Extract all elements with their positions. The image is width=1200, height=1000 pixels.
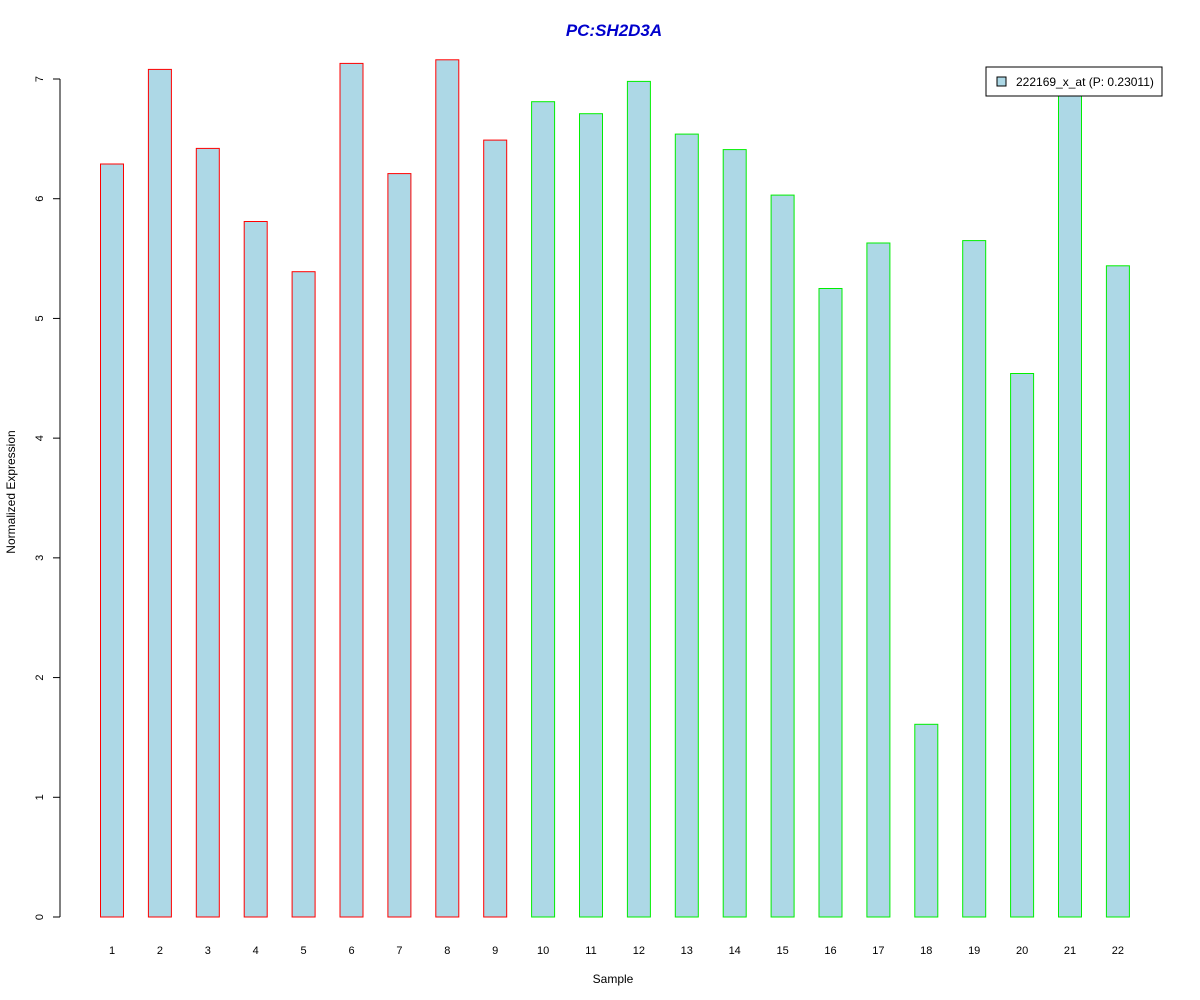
y-axis-tick-label: 1 (34, 794, 46, 800)
y-axis-tick-label: 0 (34, 914, 46, 920)
x-axis-tick-labels: 1 2 3 4 5 6 7 8 9 10 11 12 13 14 15 16 17 18 19 20 21 22 (109, 945, 1124, 957)
bar-sample-17 (866, 242, 891, 918)
bar-sample-9 (483, 139, 508, 918)
x-axis-tick-label: 21 (1064, 945, 1076, 957)
x-axis-tick-label: 12 (633, 945, 645, 957)
x-axis-tick-label: 11 (585, 945, 596, 957)
y-axis-tick-label: 7 (34, 76, 46, 82)
x-axis-tick-label: 7 (396, 945, 402, 957)
x-axis-tick-label: 6 (348, 945, 354, 957)
bar-sample-6 (339, 62, 364, 918)
y-axis: 0 1 2 3 4 5 6 7 (34, 76, 61, 920)
bar-sample-20 (1010, 373, 1035, 918)
x-axis-tick-label: 14 (729, 945, 741, 957)
x-axis-tick-label: 22 (1112, 945, 1124, 957)
legend-entry-label: 222169_x_at (P: 0.23011) (1016, 75, 1154, 89)
x-axis-tick-label: 3 (205, 945, 211, 957)
x-axis-tick-label: 4 (253, 945, 259, 957)
x-axis-tick-label: 17 (872, 945, 884, 957)
bar-sample-4 (243, 221, 268, 918)
legend: 222169_x_at (P: 0.23011) (985, 66, 1163, 97)
x-axis-tick-label: 1 (109, 945, 115, 957)
x-axis-tick-label: 20 (1016, 945, 1028, 957)
bar-sample-14 (722, 149, 747, 918)
x-axis-tick-label: 15 (776, 945, 788, 957)
bar-sample-11 (579, 113, 603, 918)
bar-sample-2 (147, 68, 172, 918)
bar-sample-3 (195, 147, 220, 918)
y-axis-tick-label: 4 (34, 435, 46, 441)
bar-sample-7 (387, 173, 412, 918)
chart-title: PC:SH2D3A (566, 21, 662, 40)
x-axis-tick-label: 13 (681, 945, 693, 957)
x-axis-label: Sample (593, 972, 634, 986)
bar-sample-8 (435, 59, 460, 918)
legend-box (985, 66, 1163, 97)
x-axis-tick-label: 18 (920, 945, 932, 957)
x-axis-tick-label: 19 (968, 945, 980, 957)
legend-swatch (996, 76, 1007, 87)
bars (100, 59, 1130, 918)
bar-sample-15 (770, 194, 795, 918)
y-axis-tick-label: 5 (34, 315, 46, 321)
x-axis-tick-label: 5 (301, 945, 307, 957)
bar-sample-10 (531, 101, 556, 918)
bar-sample-18 (914, 723, 939, 918)
bar-sample-12 (626, 80, 651, 918)
bar-sample-1 (100, 163, 124, 918)
bar-sample-22 (1105, 265, 1130, 918)
x-axis-tick-label: 9 (492, 945, 498, 957)
y-axis-tick-label: 3 (34, 555, 46, 561)
y-axis-tick-label: 2 (34, 675, 46, 681)
bar-sample-16 (818, 288, 843, 918)
bar-sample-19 (962, 240, 987, 918)
x-axis-tick-label: 10 (537, 945, 549, 957)
y-axis-tick-label: 6 (34, 196, 46, 202)
bar-sample-21 (1058, 92, 1082, 918)
bar-sample-13 (674, 133, 699, 918)
bar-sample-5 (291, 271, 316, 918)
x-axis-tick-label: 8 (444, 945, 450, 957)
y-axis-label: Normalized Expression (4, 430, 18, 553)
x-axis-tick-label: 16 (824, 945, 836, 957)
x-axis-tick-label: 2 (157, 945, 163, 957)
